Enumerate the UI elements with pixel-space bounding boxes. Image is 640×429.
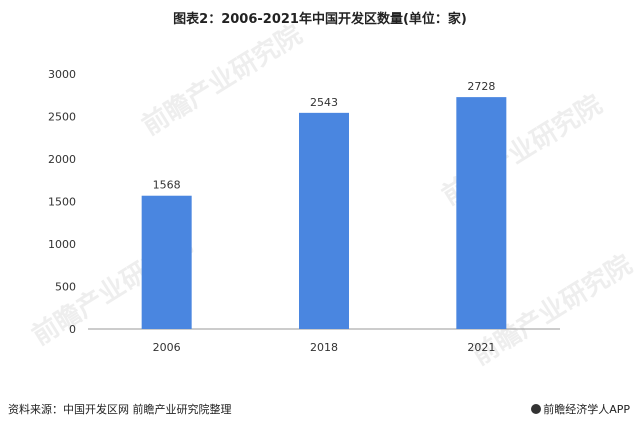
bar (299, 112, 349, 329)
data-label: 1568 (153, 179, 181, 192)
data-label: 2728 (467, 80, 495, 93)
brand-logo-icon (531, 404, 542, 414)
y-tick-label: 0 (69, 323, 76, 336)
y-tick-label: 2500 (48, 111, 76, 124)
y-tick-label: 1000 (48, 238, 76, 251)
chart-title: 图表2：2006-2021年中国开发区数量(单位：家) (173, 12, 467, 27)
y-tick-label: 2000 (48, 153, 76, 166)
bar (141, 195, 192, 329)
brand-label: 前瞻经济学人APP (531, 401, 630, 417)
source-note: 资料来源：中国开发区网 前瞻产业研究院整理 (8, 403, 232, 416)
x-tick-label: 2006 (153, 341, 181, 354)
data-label: 2543 (310, 96, 338, 109)
bar (456, 97, 507, 330)
x-tick-label: 2021 (467, 341, 495, 354)
brand-text: 前瞻经济学人APP (543, 403, 630, 416)
x-tick-label: 2018 (310, 341, 338, 354)
y-tick-label: 500 (55, 281, 76, 294)
y-tick-label: 1500 (48, 196, 76, 209)
y-tick-label: 3000 (48, 68, 76, 81)
